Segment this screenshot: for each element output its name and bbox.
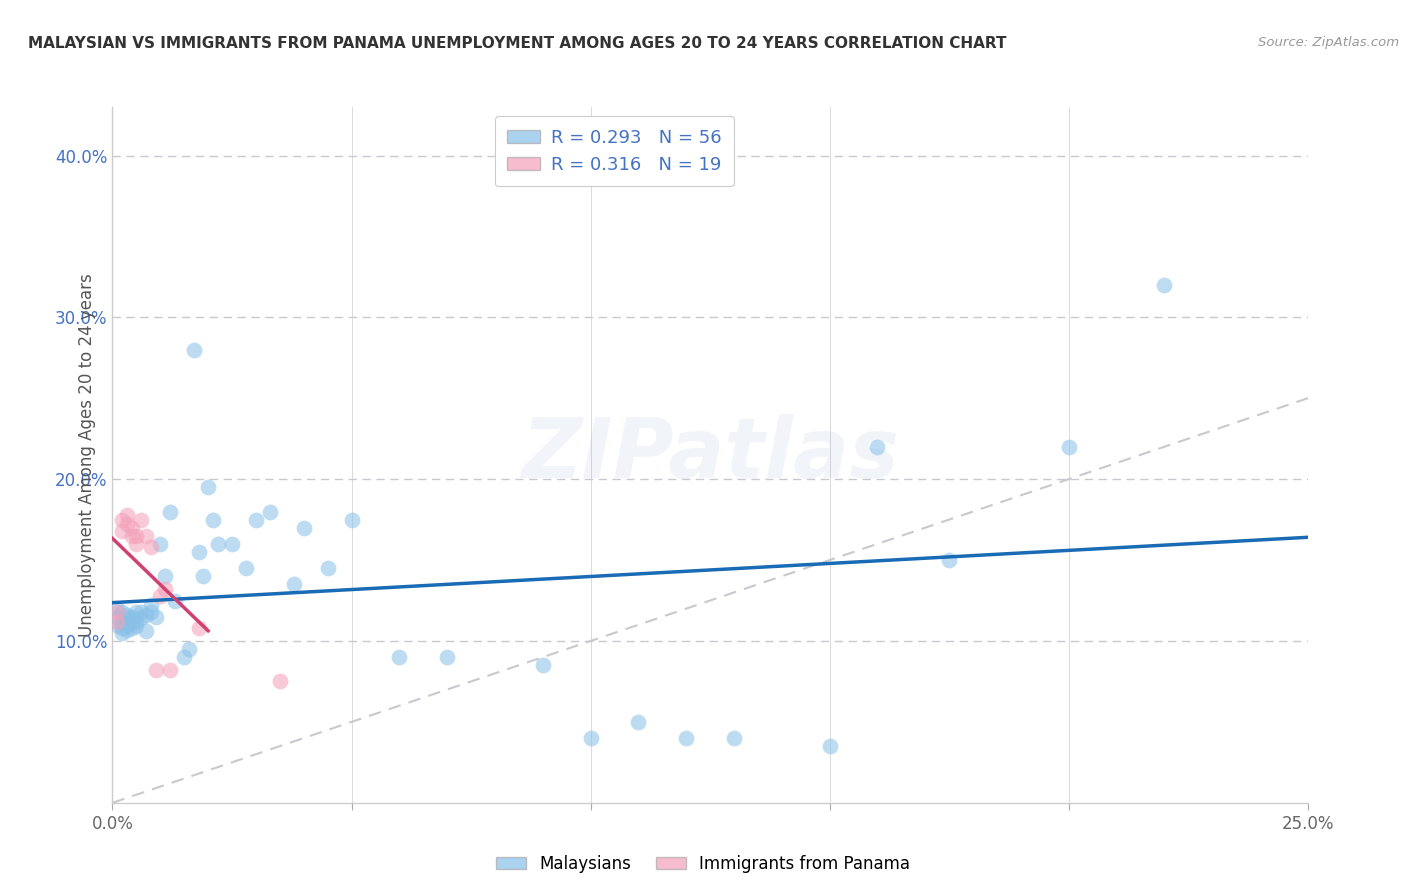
Point: [135, 529, 157, 543]
Point: [723, 731, 745, 745]
Point: [111, 615, 134, 629]
Point: [105, 617, 128, 632]
Point: [187, 621, 209, 635]
Point: [111, 524, 134, 538]
Point: [115, 508, 138, 522]
Point: [111, 626, 134, 640]
Point: [145, 663, 167, 677]
Point: [193, 569, 215, 583]
Point: [115, 517, 138, 532]
Point: [135, 624, 157, 639]
Point: [125, 615, 148, 629]
Point: [269, 674, 291, 689]
Point: [187, 545, 209, 559]
Point: [283, 577, 305, 591]
Point: [818, 739, 841, 754]
Point: [627, 714, 650, 729]
Point: [105, 609, 128, 624]
Point: [675, 731, 697, 745]
Point: [121, 609, 143, 624]
Point: [145, 609, 167, 624]
Point: [111, 513, 134, 527]
Point: [129, 611, 152, 625]
Point: [125, 605, 148, 619]
Point: [163, 593, 186, 607]
Point: [221, 537, 243, 551]
Point: [121, 615, 143, 629]
Text: ZIPatlas: ZIPatlas: [522, 415, 898, 495]
Point: [235, 561, 257, 575]
Point: [201, 513, 224, 527]
Y-axis label: Unemployment Among Ages 20 to 24 years: Unemployment Among Ages 20 to 24 years: [77, 273, 96, 637]
Point: [129, 605, 152, 619]
Point: [121, 529, 143, 543]
Point: [159, 663, 181, 677]
Point: [111, 621, 134, 635]
Legend: R = 0.293   N = 56, R = 0.316   N = 19: R = 0.293 N = 56, R = 0.316 N = 19: [495, 116, 734, 186]
Point: [139, 605, 162, 619]
Point: [121, 621, 143, 635]
Text: MALAYSIAN VS IMMIGRANTS FROM PANAMA UNEMPLOYMENT AMONG AGES 20 TO 24 YEARS CORRE: MALAYSIAN VS IMMIGRANTS FROM PANAMA UNEM…: [28, 36, 1007, 51]
Point: [579, 731, 602, 745]
Point: [388, 650, 411, 665]
Point: [1153, 278, 1175, 293]
Point: [105, 601, 128, 615]
Point: [115, 608, 138, 623]
Point: [125, 619, 148, 633]
Point: [115, 611, 138, 625]
Point: [115, 617, 138, 632]
Point: [183, 343, 205, 357]
Point: [197, 480, 219, 494]
Text: Source: ZipAtlas.com: Source: ZipAtlas.com: [1258, 36, 1399, 49]
Point: [340, 513, 363, 527]
Point: [938, 553, 960, 567]
Legend: Malaysians, Immigrants from Panama: Malaysians, Immigrants from Panama: [489, 848, 917, 880]
Point: [531, 658, 554, 673]
Point: [316, 561, 339, 575]
Point: [159, 504, 181, 518]
Point: [121, 521, 143, 535]
Point: [135, 608, 157, 623]
Point: [153, 582, 176, 597]
Point: [125, 537, 148, 551]
Point: [292, 521, 315, 535]
Point: [125, 529, 148, 543]
Point: [149, 537, 172, 551]
Point: [259, 504, 281, 518]
Point: [149, 589, 172, 603]
Point: [115, 623, 138, 637]
Point: [866, 440, 889, 454]
Point: [177, 642, 200, 657]
Point: [139, 540, 162, 554]
Point: [105, 615, 128, 629]
Point: [245, 513, 267, 527]
Point: [139, 599, 162, 613]
Point: [436, 650, 458, 665]
Point: [129, 513, 152, 527]
Point: [105, 605, 128, 619]
Point: [111, 605, 134, 619]
Point: [173, 650, 195, 665]
Point: [207, 537, 229, 551]
Point: [153, 569, 176, 583]
Point: [1057, 440, 1080, 454]
